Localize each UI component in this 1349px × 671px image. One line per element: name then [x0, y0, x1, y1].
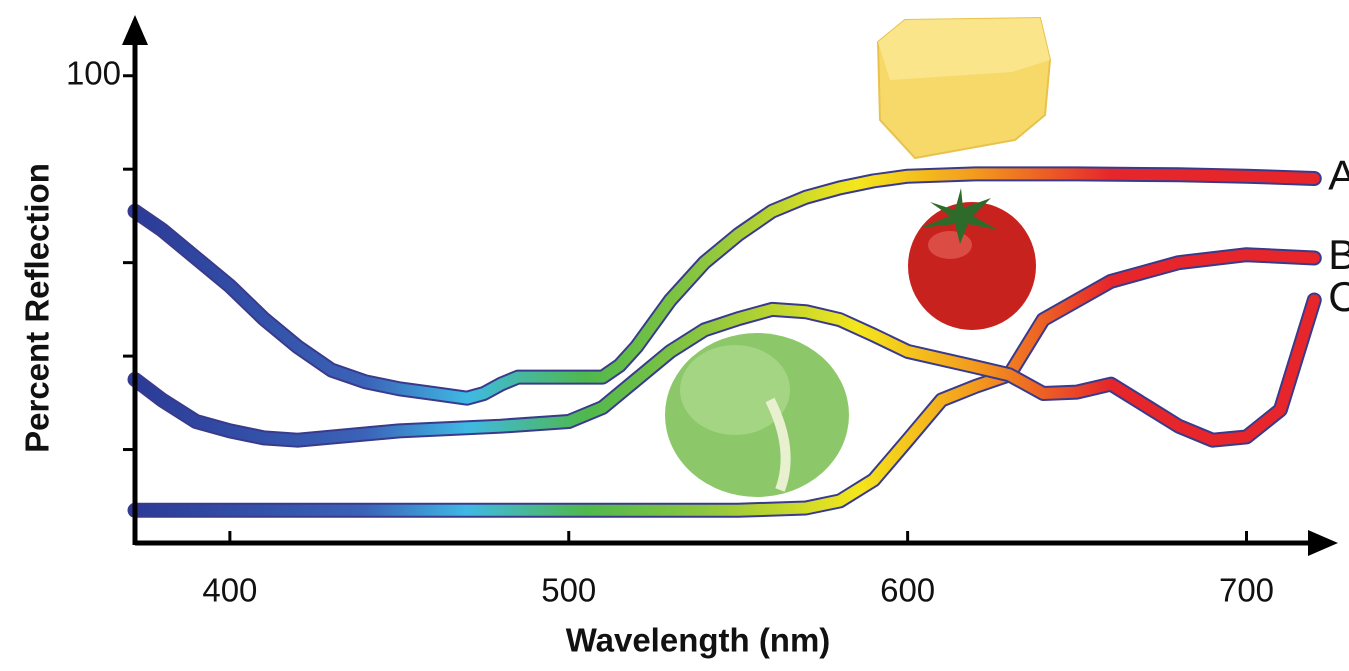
y-axis-arrow	[122, 15, 148, 45]
series-label: C	[1328, 273, 1349, 320]
x-axis-arrow	[1308, 530, 1338, 556]
y-tick-label: 100	[66, 54, 121, 91]
curve	[129, 294, 1320, 446]
curve	[129, 168, 1320, 404]
y-axis-label: Percent Reflection	[19, 163, 56, 453]
x-axis-label: Wavelength (nm)	[566, 622, 831, 659]
x-tick-label: 500	[541, 572, 596, 609]
tomato-illustration	[908, 188, 1036, 330]
curve	[129, 249, 1320, 516]
series-label: A	[1328, 152, 1349, 199]
butter-illustration	[876, 16, 1052, 160]
lettuce-illustration	[665, 333, 849, 497]
series-label: B	[1328, 231, 1349, 278]
x-tick-label: 600	[880, 572, 935, 609]
x-tick-label: 700	[1219, 572, 1274, 609]
x-tick-label: 400	[202, 572, 257, 609]
